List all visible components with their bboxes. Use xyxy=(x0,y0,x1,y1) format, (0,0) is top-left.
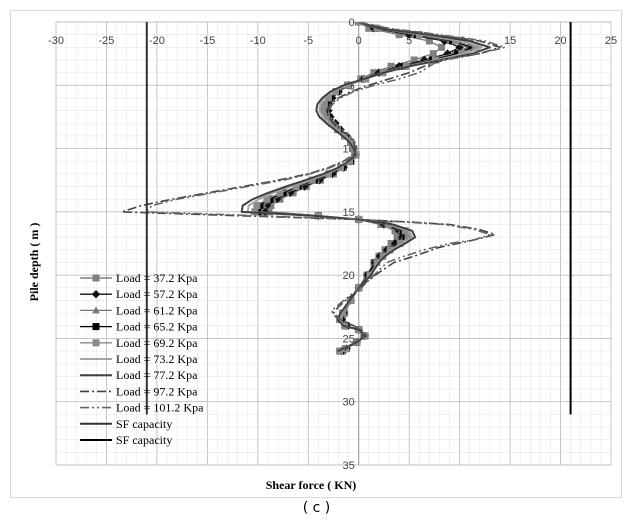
y-tick-label: 25 xyxy=(342,333,354,345)
x-tick-label: -15 xyxy=(199,35,215,47)
y-tick-label: 15 xyxy=(342,207,354,219)
legend-label: Load = 69.2 Kpa xyxy=(116,336,198,350)
legend-item: Load = 61.2 Kpa xyxy=(80,303,198,317)
data-point xyxy=(355,22,363,26)
legend-label: Load = 73.2 Kpa xyxy=(116,352,198,366)
series-7 xyxy=(240,22,491,353)
legend-label: Load = 97.2 Kpa xyxy=(116,384,198,398)
series-line xyxy=(240,22,491,353)
x-tick-label: -5 xyxy=(303,35,313,47)
y-tick-label: 0 xyxy=(349,17,355,29)
legend-item: Load = 69.2 Kpa xyxy=(80,336,198,350)
legend-item: Load = 97.2 Kpa xyxy=(80,384,198,398)
legend: Load = 37.2 Kpa Load = 57.2 Kpa Load = 61.… xyxy=(80,271,204,447)
legend-label: Load = 61.2 Kpa xyxy=(116,303,198,317)
x-tick-label: -10 xyxy=(250,35,266,47)
legend-item: Load = 37.2 Kpa xyxy=(80,271,198,285)
legend-item: SF capacity xyxy=(80,433,172,447)
x-tick-labels: -30 -25 -20 -15 -10 -5 0 5 10 15 20 25 xyxy=(48,35,617,47)
x-tick-label: 20 xyxy=(554,35,566,47)
legend-label: Load = 77.2 Kpa xyxy=(116,368,198,382)
x-axis-title: Shear force ( KN) xyxy=(266,478,357,492)
series-8 xyxy=(120,22,501,352)
y-tick-label: 35 xyxy=(342,460,354,472)
legend-label: Load = 101.2 Kpa xyxy=(116,401,204,415)
legend-item: Load = 73.2 Kpa xyxy=(80,352,198,366)
data-point xyxy=(92,323,100,331)
legend-item: Load = 57.2 Kpa xyxy=(80,287,198,301)
x-tick-label: 25 xyxy=(605,35,617,47)
y-axis-title: Pile depth ( m ) xyxy=(27,223,41,302)
legend-label: Load = 57.2 Kpa xyxy=(116,287,198,301)
x-tick-label: 15 xyxy=(504,35,516,47)
x-tick-label: 5 xyxy=(406,35,412,47)
legend-item: Load = 101.2 Kpa xyxy=(80,401,204,415)
data-point xyxy=(253,202,261,210)
data-point xyxy=(92,339,100,347)
y-tick-label: 30 xyxy=(342,397,354,409)
y-tick-label: 20 xyxy=(342,270,354,282)
legend-label: SF capacity xyxy=(116,433,172,447)
data-series xyxy=(120,22,572,415)
legend-label: Load = 37.2 Kpa xyxy=(116,271,198,285)
data-point xyxy=(437,43,445,51)
x-tick-label: -30 xyxy=(48,35,64,47)
data-point xyxy=(429,50,437,58)
data-point xyxy=(92,306,100,314)
legend-label: Load = 65.2 Kpa xyxy=(116,320,198,334)
legend-item: SF capacity xyxy=(80,417,172,431)
legend-item: Load = 65.2 Kpa xyxy=(80,320,198,334)
data-point xyxy=(92,274,100,282)
x-tick-label: -20 xyxy=(149,35,165,47)
y-tick-labels: 05101520253035 xyxy=(342,17,354,472)
legend-item: Load = 77.2 Kpa xyxy=(80,368,198,382)
legend-label: SF capacity xyxy=(116,417,172,431)
x-tick-label: -25 xyxy=(99,35,115,47)
figure-caption: ( c ) xyxy=(302,500,331,516)
x-tick-label: 0 xyxy=(356,35,362,47)
data-point xyxy=(91,289,101,299)
series-line xyxy=(120,22,501,352)
